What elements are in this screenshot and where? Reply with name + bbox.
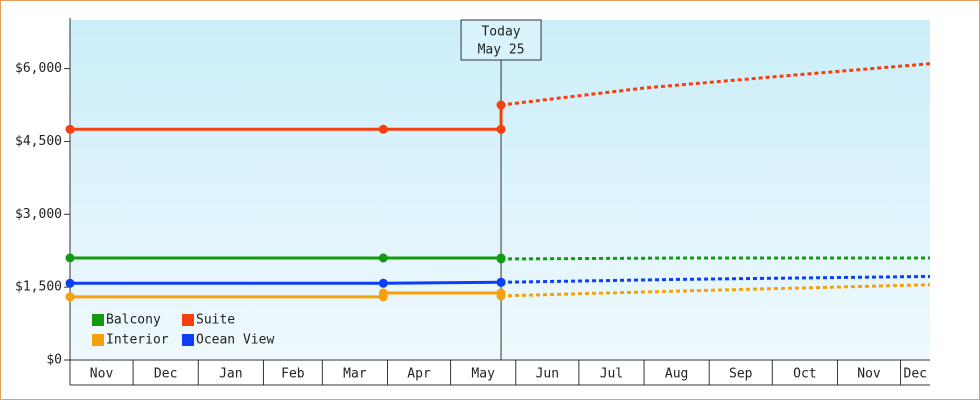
x-tick-label: Nov xyxy=(90,367,114,382)
point xyxy=(65,124,75,134)
x-tick-label: Nov xyxy=(857,367,881,382)
forecast-line xyxy=(501,256,930,261)
x-tick-label: Jun xyxy=(536,367,559,382)
today-label: Today xyxy=(481,25,520,40)
forecast-point xyxy=(496,100,506,110)
y-tick-label: $1,500 xyxy=(15,280,62,295)
point xyxy=(378,124,388,134)
x-tick-label: Oct xyxy=(793,367,816,382)
x-tick-label: Aug xyxy=(665,367,688,382)
x-tick-label: Jan xyxy=(219,367,242,382)
today-label: May 25 xyxy=(478,43,525,58)
x-tick-label: May xyxy=(471,367,495,382)
x-tick-label: Dec xyxy=(904,367,927,382)
x-tick-label: Feb xyxy=(281,367,305,382)
y-tick-label: $0 xyxy=(46,353,62,368)
point xyxy=(65,278,75,288)
x-tick-label: Sep xyxy=(729,367,753,382)
x-tick-label: Mar xyxy=(343,367,367,382)
legend-swatch xyxy=(182,314,194,326)
point xyxy=(65,292,75,302)
point xyxy=(378,278,388,288)
point xyxy=(496,124,506,134)
y-tick-label: $4,500 xyxy=(15,134,62,149)
forecast-line xyxy=(500,62,931,107)
forecast-line xyxy=(501,283,931,298)
forecast-line xyxy=(501,274,931,284)
point xyxy=(65,253,75,263)
plot-area xyxy=(70,20,930,360)
point xyxy=(378,253,388,263)
x-tick-label: Jul xyxy=(600,367,623,382)
legend-label: Ocean View xyxy=(196,333,274,348)
legend-swatch xyxy=(92,314,104,326)
legend-label: Suite xyxy=(196,313,235,328)
legend-swatch xyxy=(182,334,194,346)
legend-label: Interior xyxy=(106,333,169,348)
forecast-point xyxy=(496,254,506,264)
y-tick-label: $3,000 xyxy=(15,207,62,222)
y-tick-label: $6,000 xyxy=(15,61,62,76)
x-tick-label: Dec xyxy=(154,367,177,382)
history-line xyxy=(70,280,502,285)
legend-label: Balcony xyxy=(106,313,161,328)
forecast-point xyxy=(496,291,506,301)
today-box xyxy=(460,19,542,61)
legend-swatch xyxy=(92,334,104,346)
point xyxy=(378,288,388,298)
forecast-point xyxy=(496,277,506,287)
x-tick-label: Apr xyxy=(407,367,431,382)
